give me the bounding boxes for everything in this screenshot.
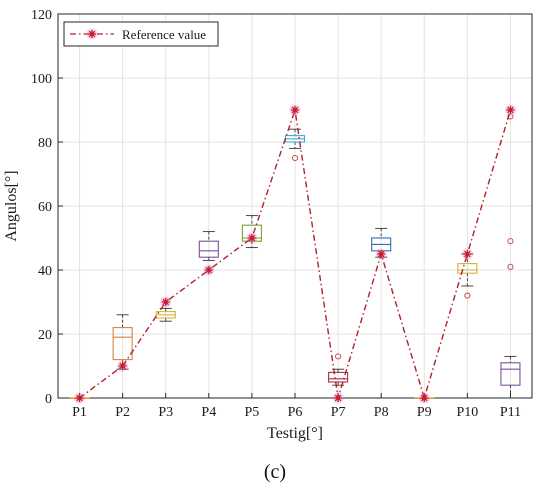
x-tick-label: P9 xyxy=(417,405,432,420)
legend: Reference value xyxy=(63,21,219,47)
y-tick-label: 20 xyxy=(38,328,52,343)
reference-marker-p9 xyxy=(418,392,430,404)
reference-line xyxy=(79,109,512,401)
gridlines xyxy=(58,13,532,399)
x-tick-label: P5 xyxy=(245,405,260,420)
box-iqr xyxy=(198,240,219,258)
box-p6 xyxy=(284,128,306,162)
reference-marker-p5 xyxy=(246,232,258,244)
figure-caption: (c) xyxy=(264,461,286,483)
box-p4 xyxy=(198,231,219,261)
reference-marker-p4 xyxy=(203,264,215,276)
y-axis: 0 20 40 60 80 100 120 xyxy=(31,8,63,407)
y-tick-label: 120 xyxy=(31,8,52,23)
outlier-point xyxy=(507,263,514,270)
outlier-point xyxy=(507,238,514,245)
reference-marker-p1 xyxy=(74,392,86,404)
y-tick-label: 60 xyxy=(38,200,52,215)
x-tick-label: P8 xyxy=(374,405,389,420)
box-iqr xyxy=(500,362,521,386)
x-axis-label: Testig[°] xyxy=(267,425,323,442)
y-tick-label: 80 xyxy=(38,136,52,151)
x-tick-label: P1 xyxy=(72,405,87,420)
reference-marker-p8 xyxy=(375,248,387,260)
outlier-point xyxy=(464,292,471,299)
x-tick-label: P6 xyxy=(288,405,303,420)
reference-marker-p6 xyxy=(289,104,301,116)
reference-marker-p3 xyxy=(160,296,172,308)
box-iqr xyxy=(328,371,349,383)
outlier-point xyxy=(335,353,342,360)
box-iqr xyxy=(112,327,133,361)
outlier-point xyxy=(291,154,299,162)
x-tick-label: P2 xyxy=(115,405,130,420)
box-iqr xyxy=(457,263,478,274)
y-tick-label: 0 xyxy=(45,392,52,407)
x-tick-label: P11 xyxy=(500,405,521,420)
x-axis: P1 P2 P3 P4 P5 P6 P7 P8 P9 P10 P11 xyxy=(72,393,521,420)
legend-entry-reference-value: Reference value xyxy=(122,27,206,42)
x-tick-label: P4 xyxy=(201,405,216,420)
legend-marker xyxy=(86,28,98,40)
reference-marker-p10 xyxy=(461,248,473,260)
legend-star-marker xyxy=(86,28,98,40)
y-tick-label: 100 xyxy=(31,72,52,87)
reference-marker-p11 xyxy=(504,104,516,116)
y-axis-label: Angulos[°] xyxy=(3,170,20,241)
x-tick-label: P3 xyxy=(158,405,173,420)
x-tick-label: P7 xyxy=(331,405,346,420)
y-tick-label: 40 xyxy=(38,264,52,279)
x-tick-label: P10 xyxy=(456,405,478,420)
reference-marker-p2 xyxy=(117,360,129,372)
box-p11 xyxy=(500,113,521,399)
box-p3 xyxy=(155,307,176,322)
reference-marker-p7 xyxy=(332,392,344,404)
reference-series xyxy=(74,104,516,404)
